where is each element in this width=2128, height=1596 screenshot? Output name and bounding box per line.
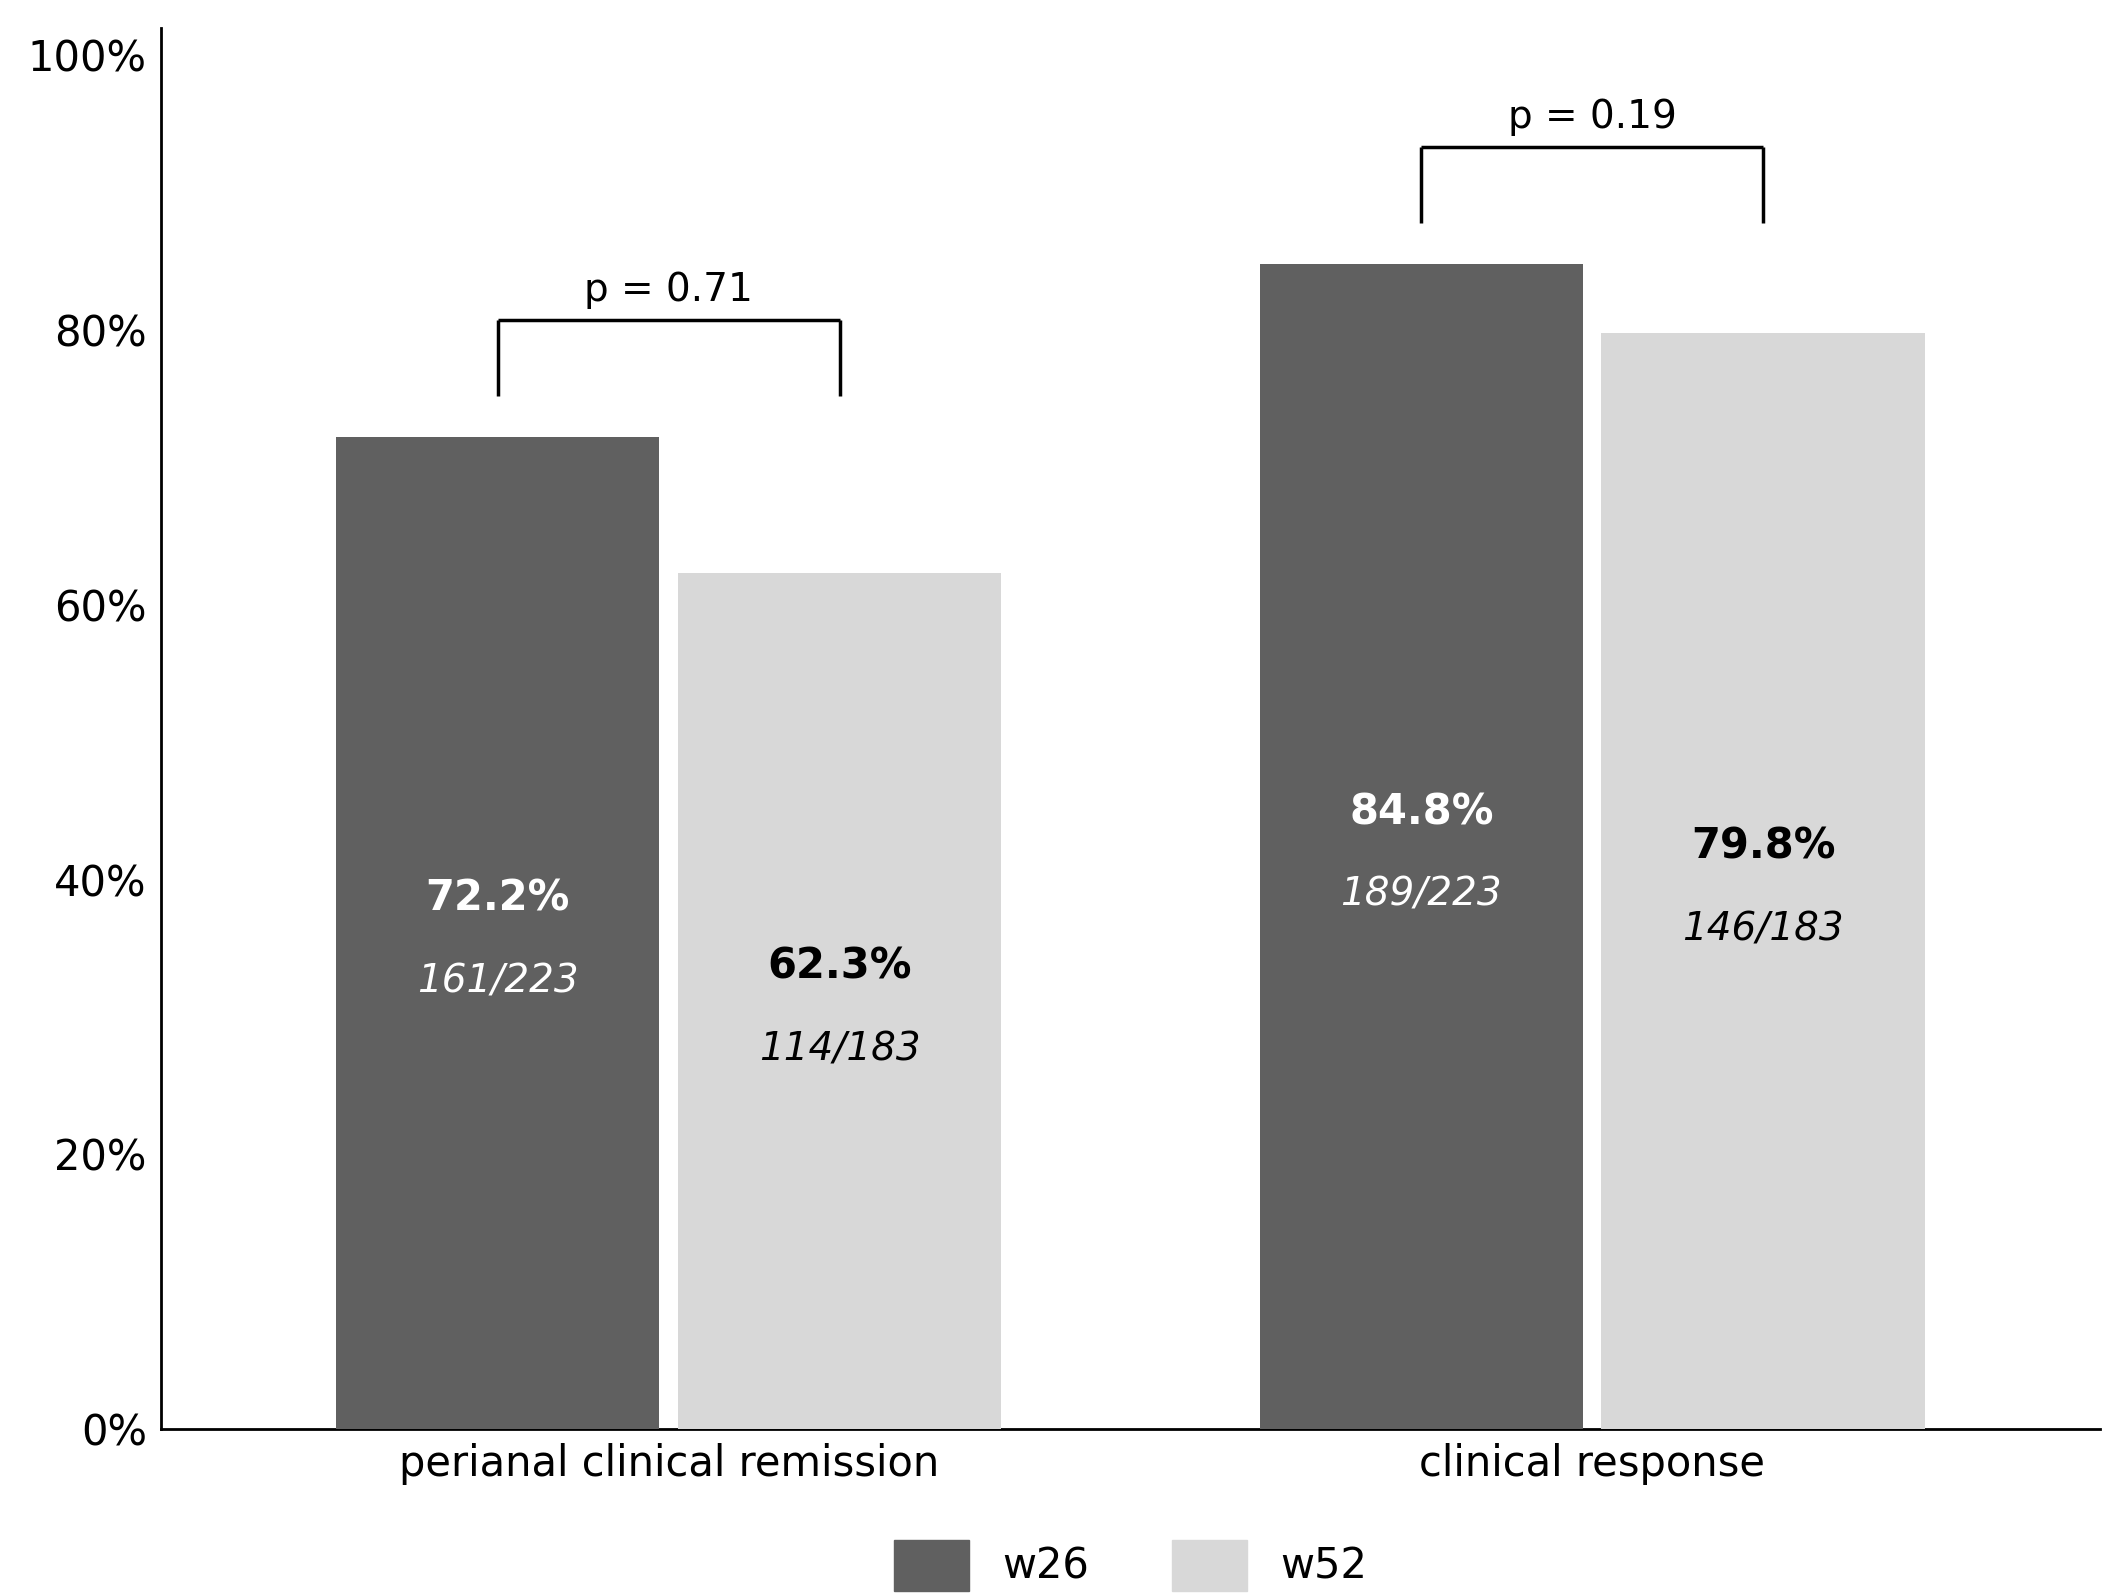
Text: 114/183: 114/183: [760, 1031, 919, 1068]
Text: p = 0.71: p = 0.71: [585, 271, 753, 310]
Text: 146/183: 146/183: [1683, 910, 1845, 948]
Text: 72.2%: 72.2%: [426, 878, 570, 919]
Bar: [1602, 334, 1924, 1430]
Text: 189/223: 189/223: [1341, 876, 1502, 915]
Bar: [336, 437, 660, 1430]
Text: 62.3%: 62.3%: [768, 946, 911, 988]
Bar: [1260, 263, 1583, 1430]
Bar: [679, 573, 1000, 1430]
Text: 161/223: 161/223: [417, 962, 579, 1001]
Text: p = 0.19: p = 0.19: [1509, 99, 1677, 136]
Legend: w26, w52: w26, w52: [894, 1540, 1368, 1591]
Text: 79.8%: 79.8%: [1692, 825, 1834, 868]
Text: 84.8%: 84.8%: [1349, 792, 1494, 833]
